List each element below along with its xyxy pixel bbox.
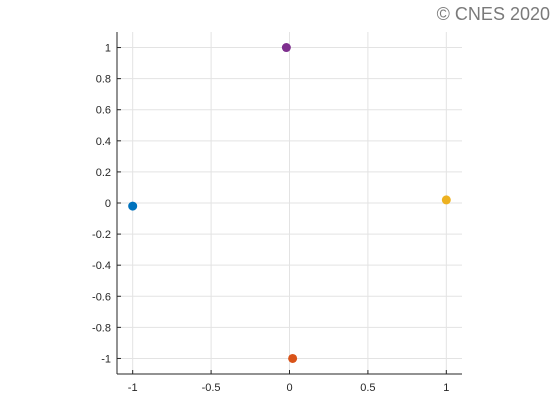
data-points (128, 43, 451, 363)
y-tick-label: -1 (101, 353, 111, 365)
y-tick-label: -0.4 (92, 260, 111, 272)
y-tick-label: 0.2 (96, 167, 111, 179)
copyright-watermark: © CNES 2020 (436, 4, 550, 24)
y-tick-label: 0.4 (96, 136, 111, 148)
x-axis-ticks: -1 -0.5 0 0.5 1 (128, 370, 449, 394)
y-tick-label: 0.8 (96, 74, 111, 86)
y-tick-label: 1 (105, 43, 111, 55)
y-axis-ticks: 1 0.8 0.6 0.4 0.2 0 -0.2 -0.4 -0.6 -0.8 -1 (92, 43, 121, 365)
x-tick-label: -0.5 (202, 382, 221, 394)
data-point-2 (441, 195, 451, 205)
y-tick-label: -0.2 (92, 229, 111, 241)
x-tick-label: 0 (286, 382, 292, 394)
y-tick-label: 0 (105, 198, 111, 210)
data-point-3 (281, 43, 291, 53)
x-tick-label: 1 (443, 382, 449, 394)
y-tick-label: -0.6 (92, 291, 111, 303)
data-point-1 (288, 353, 298, 363)
x-tick-label: 0.5 (360, 382, 375, 394)
y-tick-label: -0.8 (92, 322, 111, 334)
data-point-0 (128, 201, 138, 211)
x-tick-label: -1 (128, 382, 138, 394)
y-tick-label: 0.6 (96, 105, 111, 117)
